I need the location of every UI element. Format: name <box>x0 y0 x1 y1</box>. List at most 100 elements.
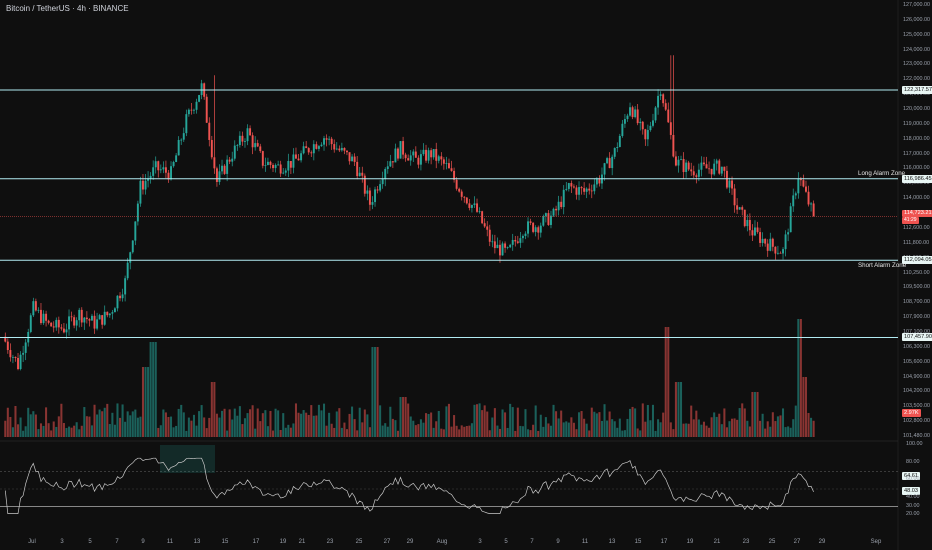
volume-bar <box>562 422 565 437</box>
candle <box>363 173 366 197</box>
volume-bar <box>261 413 264 437</box>
rsi-series-line <box>4 457 814 514</box>
candle <box>481 210 484 225</box>
candle <box>330 136 333 150</box>
candle-countdown-badge: 41:29 <box>902 217 919 225</box>
candle <box>407 154 410 161</box>
volume-bar <box>690 405 693 437</box>
candle <box>249 125 252 136</box>
candle <box>198 94 201 103</box>
volume-bar <box>417 424 420 437</box>
volume-bar <box>259 421 262 437</box>
volume-bar <box>200 405 203 437</box>
volume-bar <box>289 427 292 437</box>
candle <box>159 164 162 174</box>
volume-bar <box>144 367 147 437</box>
volume-bar <box>55 426 58 437</box>
candle <box>470 204 473 213</box>
time-axis-label: 3 <box>478 539 482 545</box>
candle <box>713 158 716 176</box>
candle <box>509 243 512 249</box>
symbol-title[interactable]: Bitcoin / TetherUS · 4h · BINANCE <box>6 4 129 13</box>
price-axis-label: 120,000.00 <box>903 106 930 113</box>
candle <box>483 218 486 228</box>
price-axis-label: 123,000.00 <box>903 61 930 68</box>
volume-bar <box>292 423 295 437</box>
volume-bar <box>792 419 795 437</box>
candle <box>746 214 749 232</box>
volume-bar <box>93 404 96 437</box>
candle <box>170 161 172 181</box>
volume-bar <box>157 427 160 437</box>
volume-bar <box>435 421 438 437</box>
volume-bar <box>751 392 754 437</box>
volume-bar <box>307 414 310 437</box>
time-axis-label: Jul <box>28 539 36 545</box>
volume-bar <box>226 430 229 437</box>
volume-bar <box>180 404 183 437</box>
volume-bar <box>736 419 739 437</box>
candle <box>358 167 361 177</box>
candle <box>583 182 586 195</box>
volume-bar <box>430 412 433 437</box>
horizontal-levels[interactable] <box>0 89 898 338</box>
volume-bar <box>368 427 371 437</box>
price-axis-label: 116,000.00 <box>903 165 930 172</box>
volume-bar <box>447 403 450 437</box>
candle <box>562 185 565 215</box>
candle <box>22 345 25 362</box>
volume-bar <box>361 422 364 437</box>
volume-bar <box>78 429 81 437</box>
volume-bar <box>537 430 540 437</box>
volume-bar <box>233 408 236 437</box>
candle <box>116 295 119 312</box>
candle <box>570 180 573 193</box>
volume-bar <box>764 428 767 437</box>
volume-bar <box>170 416 173 437</box>
candle <box>532 221 535 234</box>
candle <box>256 139 259 148</box>
volume-bar <box>700 424 703 437</box>
candle <box>312 140 315 161</box>
candle <box>674 151 677 167</box>
volume-bar <box>570 417 573 437</box>
candle <box>124 275 127 302</box>
volume-bar <box>516 407 519 437</box>
candle <box>623 113 626 128</box>
candle <box>371 196 374 210</box>
candle <box>425 144 427 163</box>
candle <box>797 172 800 199</box>
candle <box>529 218 532 226</box>
volume-bar <box>509 403 512 437</box>
candle <box>667 102 670 123</box>
volume-bar <box>164 412 167 437</box>
candle <box>254 136 257 151</box>
candle <box>187 108 190 117</box>
candle <box>427 147 430 164</box>
candle <box>182 127 185 142</box>
volume-bar <box>580 411 583 437</box>
candle <box>754 220 756 237</box>
volume-bar <box>139 416 142 437</box>
candle <box>50 322 53 327</box>
volume-bar <box>126 411 129 437</box>
candle <box>552 207 555 218</box>
volume-bar <box>680 382 683 437</box>
candle <box>764 238 767 247</box>
candle <box>690 162 693 176</box>
price-axis-label: 114,000.00 <box>903 195 930 202</box>
candle <box>710 168 713 179</box>
time-axis-label: 5 <box>504 539 508 545</box>
candle <box>802 174 805 188</box>
volume-bar <box>338 408 341 437</box>
volume-bar <box>458 429 461 437</box>
volume-bar <box>101 411 104 437</box>
candle <box>792 188 795 212</box>
candle <box>657 89 660 115</box>
volume-bar <box>529 430 532 437</box>
candle <box>639 118 642 131</box>
volume-bar <box>264 410 267 437</box>
candle <box>172 160 175 168</box>
candle <box>787 228 790 242</box>
